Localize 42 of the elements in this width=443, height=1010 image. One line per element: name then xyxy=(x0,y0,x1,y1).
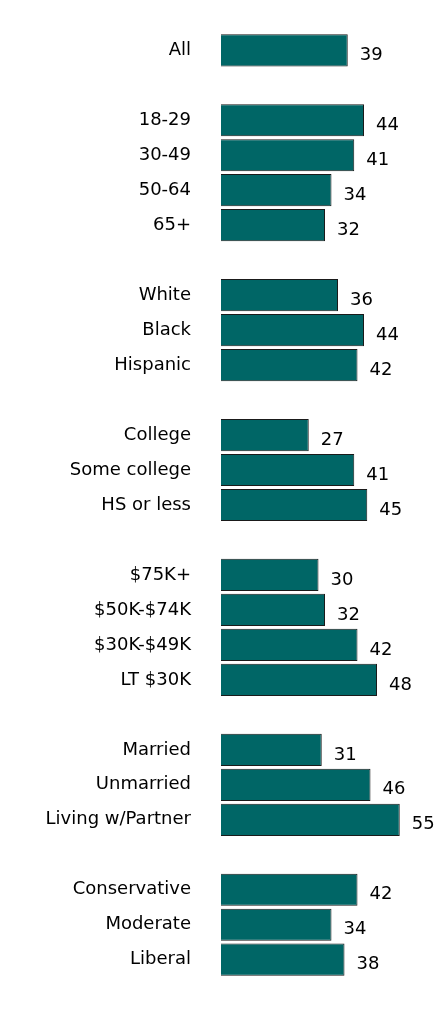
data-label: 34 xyxy=(343,917,367,939)
y-tick-label: 18-29 xyxy=(138,107,191,129)
data-label: 42 xyxy=(369,357,393,379)
data-label: 27 xyxy=(320,427,344,449)
y-tick-label: 30-49 xyxy=(138,142,191,164)
y-tick-label: Married xyxy=(122,737,191,759)
data-label: 36 xyxy=(350,287,373,309)
y-tick-label: Conservative xyxy=(72,877,191,899)
data-label: 42 xyxy=(369,882,393,904)
data-label: 38 xyxy=(356,952,380,974)
y-tick-label: $75K+ xyxy=(129,562,191,584)
y-tick-label: Black xyxy=(142,317,192,339)
data-label: 42 xyxy=(369,637,393,659)
y-tick-label: Moderate xyxy=(105,912,191,934)
data-label: 32 xyxy=(337,217,360,239)
data-label: 41 xyxy=(366,147,390,169)
y-tick-label: LT $30K xyxy=(120,667,193,689)
y-tick-label: Liberal xyxy=(130,947,191,969)
data-label: 34 xyxy=(343,182,367,204)
y-tick-label: 65+ xyxy=(153,212,191,234)
y-tick-label: Living w/Partner xyxy=(45,807,192,829)
data-label: 44 xyxy=(376,112,399,134)
data-label: 31 xyxy=(333,742,357,764)
y-tick-label: Hispanic xyxy=(114,352,191,374)
y-tick-label: White xyxy=(138,282,191,304)
data-label: 48 xyxy=(389,672,412,694)
data-label: 32 xyxy=(337,602,360,624)
y-tick-label: 50-64 xyxy=(138,177,191,199)
y-tick-label: HS or less xyxy=(101,492,191,514)
y-tick-label: Some college xyxy=(69,457,191,479)
data-label: 41 xyxy=(366,462,390,484)
data-label: 30 xyxy=(330,567,354,589)
data-label: 55 xyxy=(411,812,435,834)
y-tick-label: College xyxy=(123,422,191,444)
y-tick-label: All xyxy=(168,37,191,59)
data-label: 45 xyxy=(379,497,403,519)
y-tick-label: Unmarried xyxy=(95,772,191,794)
data-label: 46 xyxy=(382,777,406,799)
data-label: 44 xyxy=(376,322,399,344)
y-tick-label: $30K-$49K xyxy=(94,632,193,654)
data-label: 39 xyxy=(359,42,383,64)
y-tick-label: $50K-$74K xyxy=(94,597,193,619)
